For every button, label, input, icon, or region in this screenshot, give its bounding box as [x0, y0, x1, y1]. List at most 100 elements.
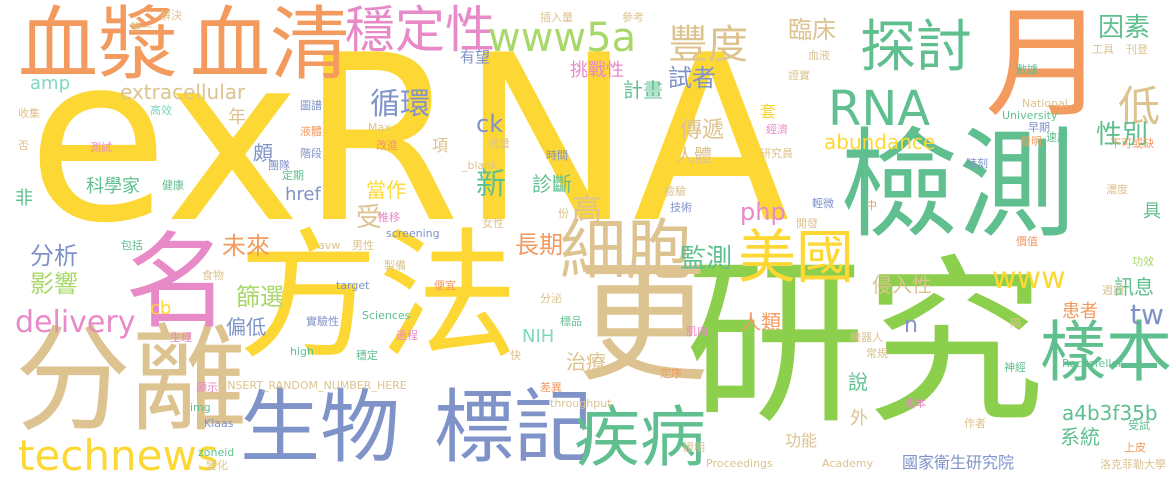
word: 血清: [190, 0, 350, 91]
word: 隔: [1010, 317, 1021, 330]
word: 受試: [1128, 419, 1150, 432]
word: 高效: [150, 104, 172, 117]
word: 新: [476, 167, 506, 202]
word: 包括: [121, 239, 143, 252]
word: 分泌: [540, 292, 562, 305]
word: 說: [848, 370, 868, 394]
word: 人類: [741, 310, 781, 334]
word: 功效: [1132, 255, 1154, 268]
word: 價值: [1016, 235, 1038, 248]
word: php: [740, 198, 786, 226]
word: href: [285, 184, 321, 205]
word: 試者: [668, 64, 716, 92]
word: cb: [150, 298, 172, 319]
word: 外: [850, 408, 868, 429]
word: RNA: [828, 81, 931, 137]
word: 標記: [434, 381, 594, 474]
word: 生物: [240, 381, 400, 474]
word: 侵入性: [872, 273, 932, 297]
word: 研究員: [760, 147, 793, 160]
word: Sciences: [362, 309, 411, 322]
word: 高: [572, 193, 602, 228]
word: 早期: [1028, 121, 1050, 134]
word: 性別: [1096, 120, 1149, 150]
word: 疾病: [574, 399, 706, 476]
word: 分離: [15, 313, 247, 448]
word: 方法: [238, 216, 519, 379]
word: 檢測: [840, 116, 1077, 254]
word: 人體: [676, 146, 712, 167]
word: 監測: [680, 244, 733, 274]
word: 探討: [860, 15, 972, 80]
word: 影響: [30, 270, 78, 298]
word: 中: [866, 199, 877, 212]
word: 數據: [1016, 63, 1038, 76]
word: 長期: [515, 231, 563, 259]
word: 美國: [738, 223, 855, 291]
word: _blank: [462, 159, 498, 172]
word: 名: [125, 221, 230, 343]
word: avw: [318, 239, 341, 252]
word: 上皮: [1124, 441, 1146, 454]
word: 便宜: [434, 279, 456, 292]
word: 因素: [1098, 13, 1151, 43]
word: 當作: [366, 178, 406, 202]
word: 顯示: [196, 381, 218, 394]
word: high: [290, 345, 314, 358]
word: extracellular: [120, 80, 246, 104]
word: 份: [558, 207, 569, 220]
word: Max: [368, 121, 391, 134]
word: 機器人: [850, 331, 883, 344]
word: 項: [432, 136, 449, 155]
word: 輕微: [812, 197, 834, 210]
word: zoneid: [198, 446, 235, 459]
word: Rockefeller: [1062, 357, 1123, 370]
word: 過程: [396, 329, 418, 342]
word: 頗: [253, 141, 273, 165]
word: delivery: [15, 305, 136, 340]
word: 時間: [546, 149, 568, 162]
word: abundance: [824, 130, 936, 154]
word: 解決: [160, 9, 182, 22]
word: 實驗性: [306, 315, 339, 328]
word: 標品: [560, 315, 582, 328]
word: 具: [1143, 201, 1161, 222]
word: 分析: [30, 242, 78, 270]
word: 濃度: [1106, 183, 1128, 196]
word: 血液: [808, 49, 830, 62]
word: amp: [30, 73, 70, 94]
word: ck: [476, 110, 504, 138]
word: Klaas: [204, 417, 234, 430]
word: www5a: [488, 15, 637, 61]
word: 經濟: [766, 123, 788, 136]
word: 非: [15, 188, 33, 209]
word: Academy: [822, 457, 874, 470]
word: 傳遞: [680, 118, 725, 143]
word: 第一: [130, 21, 152, 34]
word: 診斷: [532, 172, 572, 196]
word: 開發: [796, 217, 818, 230]
word: target: [336, 279, 370, 292]
word: INSERT_RANDOM_NUMBER_HERE: [224, 379, 407, 392]
word: 更: [577, 247, 709, 401]
word: 未來: [222, 232, 270, 260]
word: 功能: [785, 431, 818, 450]
word: 偏低: [226, 315, 266, 339]
word: 參考: [622, 11, 644, 24]
word: 刊登: [1126, 43, 1148, 56]
word: 否: [18, 139, 29, 152]
word: National: [1022, 97, 1068, 110]
word: 月: [985, 0, 1105, 134]
word: 週期: [1102, 284, 1124, 297]
word: 血漿: [18, 0, 178, 91]
word: a4b3f35b: [1062, 401, 1158, 425]
word: 穩定性: [345, 1, 495, 59]
word: 變化: [206, 459, 228, 472]
word: 插入量: [540, 11, 573, 24]
word: 測試: [90, 141, 112, 154]
word: 液體: [300, 125, 322, 138]
word: 收集: [18, 107, 40, 120]
word: src: [718, 77, 735, 90]
word: technews: [18, 431, 219, 480]
word: 研究: [685, 240, 1046, 449]
